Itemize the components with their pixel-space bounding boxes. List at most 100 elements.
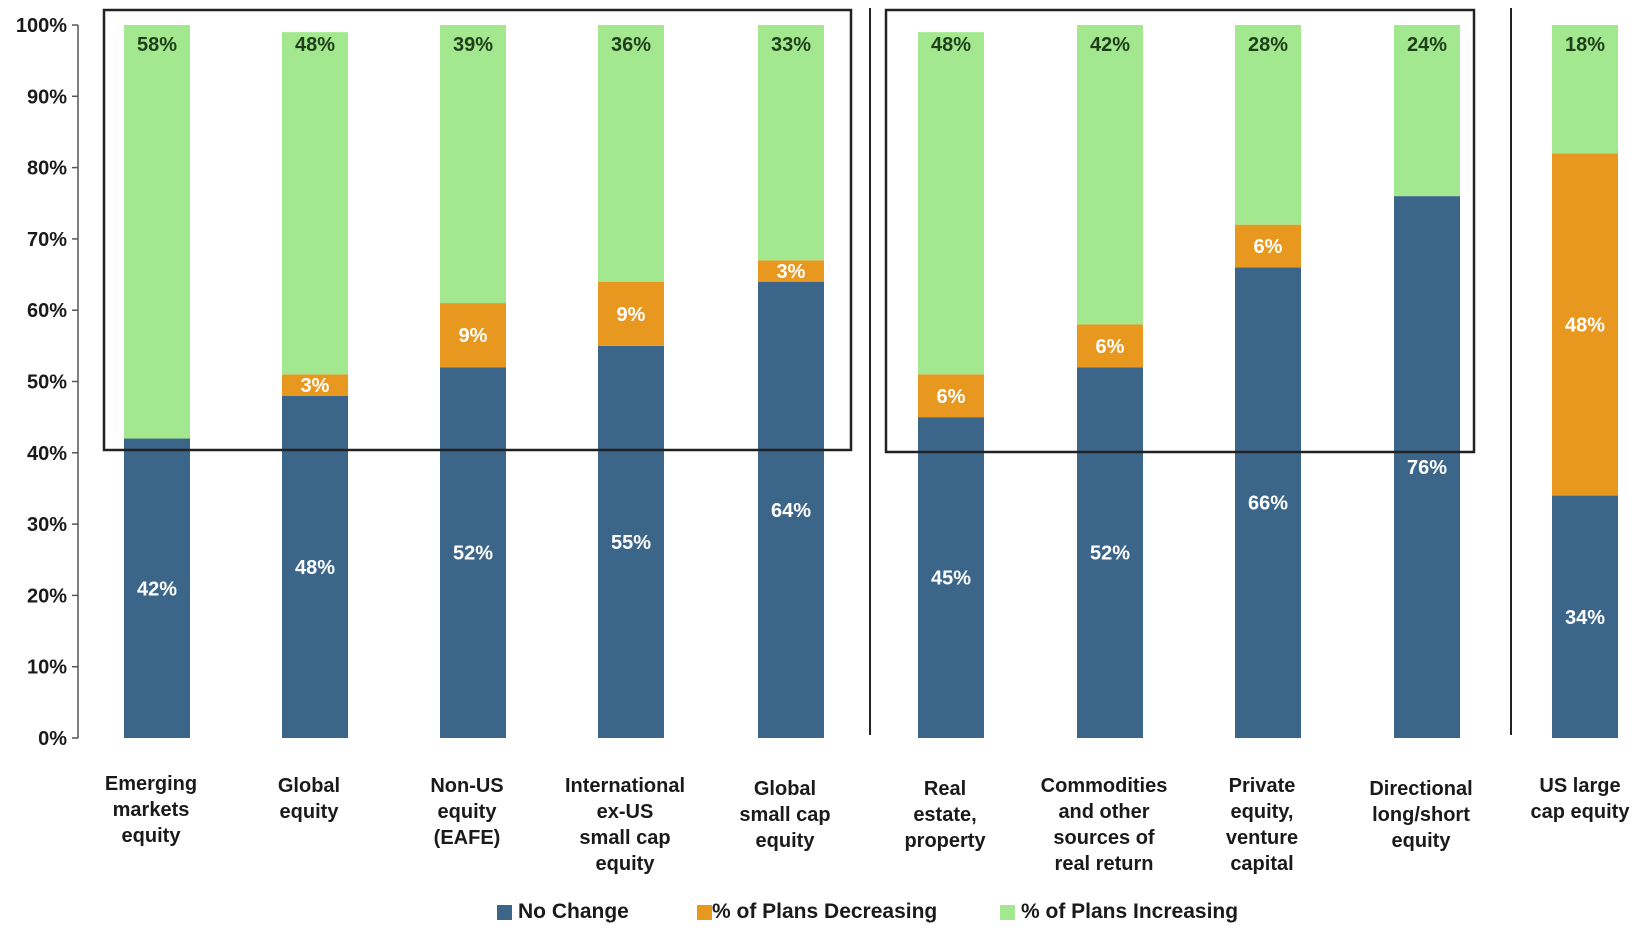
legend-swatch-no-change [497,904,512,920]
category-labels: Emerging markets equity Global equity Non-US e… [105,773,1630,875]
category-label-line: (EAFE) [434,827,501,849]
category-label-line: Global [278,775,340,797]
data-label: 39% [453,34,493,56]
bar-segment [1552,153,1618,496]
bar-segment [440,303,506,368]
data-label: 52% [453,543,493,565]
bars: 42% 58% 48% 3% 48% 52% 9% 39% 55% 9% 36% 64% 3% 33% 45… [124,25,1618,738]
category-label-line: equity [122,825,182,847]
category-label-line: estate, [913,804,976,826]
bar-segment [124,25,190,439]
category-label: International ex-US small cap equity [565,775,685,875]
bar-segment [918,417,984,738]
bar-segment [282,374,348,396]
data-label: 76% [1407,457,1447,479]
category-label-line: property [904,830,986,852]
category-label-line: real return [1055,853,1154,875]
category-label: Commodities and other sources of real retur… [1041,775,1168,875]
category-label-line: equity [756,830,816,852]
y-tick-label: 40% [27,443,67,465]
data-label: 55% [611,532,651,554]
bar-segment [1235,267,1301,738]
highlight-frames [102,8,1476,454]
category-label-line: long/short [1372,804,1470,826]
category-label-line: Emerging [105,773,197,795]
category-label-line: Non-US [430,775,503,797]
data-label: 66% [1248,493,1288,515]
category-label-line: equity [596,853,656,875]
category-label: Global small cap equity [739,778,830,852]
category-label-line: small cap [739,804,830,826]
bar-segment [918,32,984,375]
bar-segment [1394,25,1460,197]
category-label-line: equity, [1231,801,1294,823]
data-label: 64% [771,500,811,522]
y-tick-label: 100% [16,15,67,37]
bar-segment [758,25,824,261]
bar-segment [440,25,506,304]
data-label: 34% [1565,607,1605,629]
bar-segment [1552,495,1618,738]
category-label-line: Private [1229,775,1296,797]
data-label: 48% [295,34,335,56]
bar-segment [282,32,348,375]
bar-segment [440,367,506,738]
data-label: 42% [1090,34,1130,56]
data-label: 58% [137,34,177,56]
data-label: 28% [1248,34,1288,56]
legend-label-decreasing: % of Plans Decreasing [712,900,938,923]
y-tick-label: 30% [27,514,67,536]
bar-segment [598,25,664,282]
data-label: 45% [931,568,971,590]
category-label-line: small cap [579,827,670,849]
category-label-line: sources of [1053,827,1154,849]
legend-item-increasing: % of Plans Increasing [1000,900,1238,924]
data-label: 6% [937,386,966,408]
y-tick-label: 60% [27,300,67,322]
data-label: 36% [611,34,651,56]
category-label-line: International [565,775,685,797]
y-tick-label: 80% [27,158,67,180]
data-label: 42% [137,578,177,600]
bar-segment [1235,224,1301,268]
bar-segment [918,374,984,418]
legend-swatch-decreasing [697,904,712,920]
category-label-line: ex-US [597,801,654,823]
data-label: 6% [1254,236,1283,258]
category-label: Real estate, property [904,778,986,852]
category-label-line: markets [113,799,190,821]
data-label: 52% [1090,543,1130,565]
category-label-line: venture [1226,827,1298,849]
bar-segment [282,395,348,738]
bar-segment [1235,25,1301,225]
legend-swatch-increasing [1000,904,1015,920]
category-label: Global equity [278,775,340,823]
data-label: 33% [771,34,811,56]
legend-item-no-change: No Change [497,900,629,924]
data-label: 48% [1565,314,1605,336]
category-label-line: Directional [1369,778,1472,800]
category-label-line: and other [1058,801,1149,823]
legend-item-decreasing: % of Plans Decreasing [697,900,937,924]
stacked-bar-chart: 0% 10% 20% 30% 40% 50% 60% 70% 80% 90% 100% 42% 58%… [16,8,1630,875]
category-label-line: Commodities [1041,775,1168,797]
data-label: 6% [1096,336,1125,358]
bar-segment [124,438,190,738]
y-tick-label: 20% [27,585,67,607]
legend-label-no-change: No Change [518,900,629,923]
data-label: 9% [617,304,646,326]
category-label: US large cap equity [1531,775,1631,823]
bar-segment [1077,324,1143,368]
highlight-frame [884,8,1476,454]
bar-segment [1394,196,1460,738]
y-tick-label: 10% [27,657,67,679]
category-label-line: capital [1230,853,1293,875]
data-label: 3% [301,375,330,397]
category-label: Non-US equity (EAFE) [430,775,503,849]
category-label: Emerging markets equity [105,773,197,847]
category-label-line: equity [438,801,498,823]
bar-segment [598,345,664,738]
bar-segment [758,260,824,282]
legend-label-increasing: % of Plans Increasing [1021,900,1239,923]
y-tick-label: 0% [38,728,67,750]
